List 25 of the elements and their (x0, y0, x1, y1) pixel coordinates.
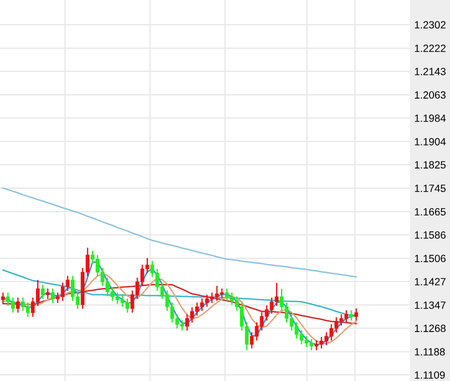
y-tick-label: 1.1825 (414, 161, 446, 169)
candlestick (349, 310, 354, 321)
y-tick-label: 1.1268 (414, 324, 446, 332)
y-tick-label: 1.1188 (414, 348, 445, 356)
y-tick-label: 1.1506 (414, 254, 446, 262)
line-series (2, 269, 357, 318)
y-tick-label: 1.2143 (414, 68, 446, 76)
line-series (2, 273, 357, 344)
y-tick-label: 1.1109 (414, 371, 445, 379)
line-series (2, 187, 357, 278)
y-tick-label: 1.1904 (414, 138, 446, 146)
candlestick (46, 288, 50, 299)
y-tick-label: 1.1984 (414, 114, 446, 122)
y-tick-label: 1.1586 (414, 231, 446, 239)
y-tick-label: 1.1665 (414, 208, 446, 216)
y-tick-label: 1.1347 (414, 301, 446, 309)
candlestick (1, 292, 5, 304)
y-tick-label: 1.1745 (414, 184, 446, 192)
y-tick-label: 1.1427 (414, 278, 446, 286)
y-tick-label: 1.2302 (414, 21, 446, 29)
candlestick (16, 298, 20, 313)
candlestick (40, 284, 45, 299)
candlestick (50, 288, 55, 303)
y-tick-label: 1.2063 (414, 91, 446, 99)
y-tick-label: 1.2222 (414, 44, 446, 52)
